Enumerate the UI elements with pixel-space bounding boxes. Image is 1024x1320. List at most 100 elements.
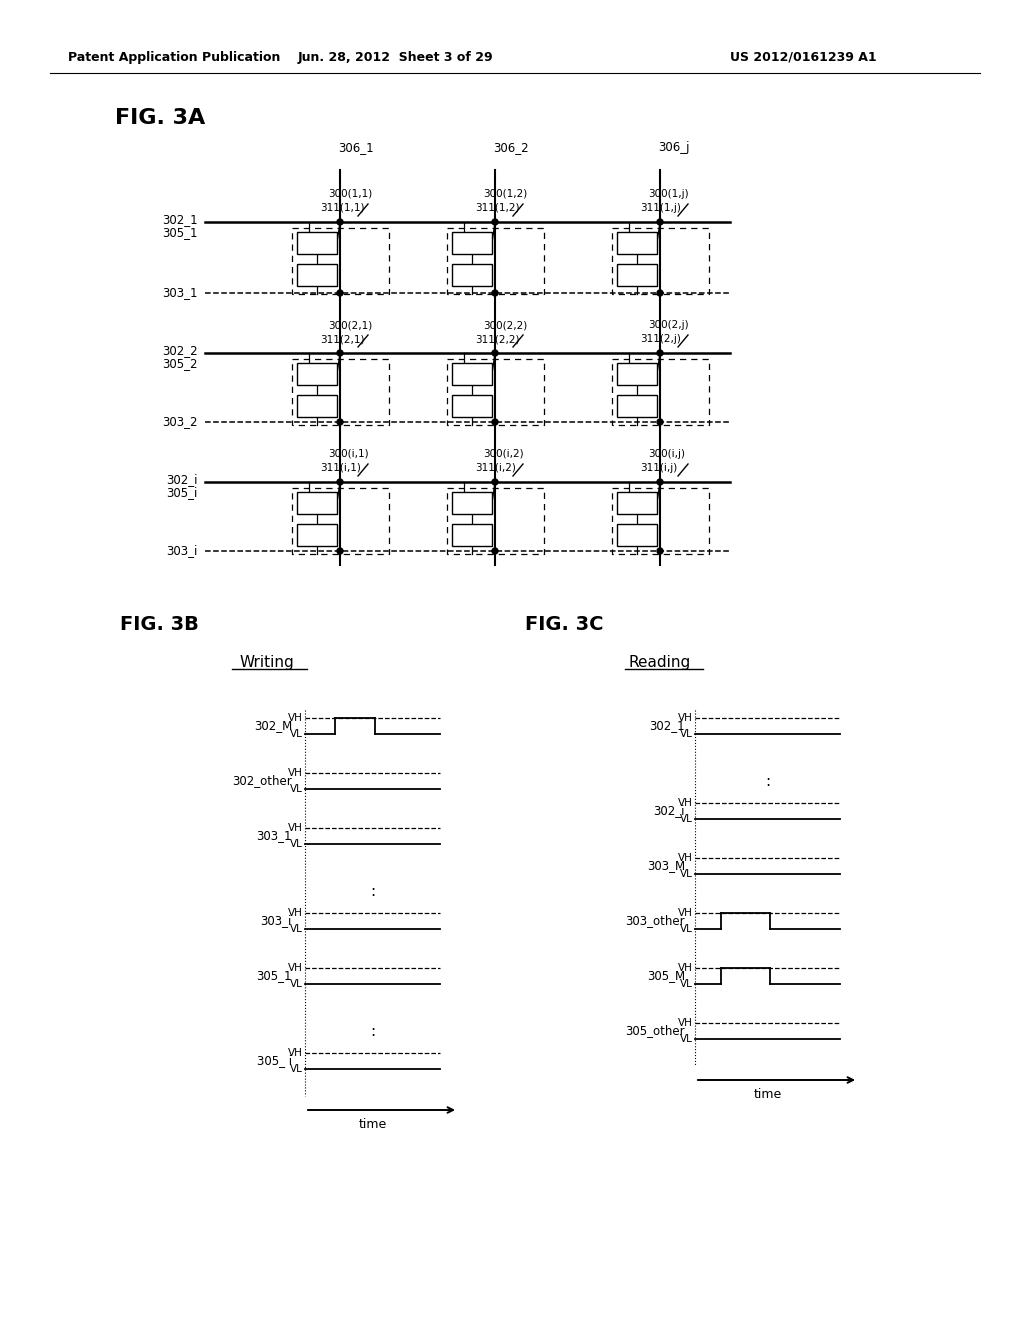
Circle shape <box>492 290 498 296</box>
Text: 311(1,1): 311(1,1) <box>319 203 365 213</box>
Circle shape <box>657 548 663 554</box>
Text: VL: VL <box>290 729 303 739</box>
Text: VL: VL <box>290 924 303 935</box>
Circle shape <box>337 479 343 484</box>
Text: VL: VL <box>290 1064 303 1074</box>
Text: 303_M: 303_M <box>647 859 685 873</box>
Text: VH: VH <box>678 964 693 973</box>
Text: 300(i,1): 300(i,1) <box>328 449 369 459</box>
Text: 311(i,2): 311(i,2) <box>475 463 516 473</box>
Text: time: time <box>358 1118 387 1130</box>
Text: 305_M: 305_M <box>647 969 685 982</box>
Text: 305_2: 305_2 <box>163 358 198 371</box>
Circle shape <box>492 219 498 224</box>
Text: 300(2,1): 300(2,1) <box>328 319 373 330</box>
Circle shape <box>492 479 498 484</box>
Bar <box>452 492 492 513</box>
Bar <box>297 492 337 513</box>
Text: 300(1,j): 300(1,j) <box>648 189 688 199</box>
Text: US 2012/0161239 A1: US 2012/0161239 A1 <box>730 50 877 63</box>
Circle shape <box>492 350 498 356</box>
Text: 311(i,1): 311(i,1) <box>319 463 360 473</box>
Text: 300(2,j): 300(2,j) <box>648 319 688 330</box>
Bar <box>617 524 657 546</box>
Bar <box>452 232 492 253</box>
Bar <box>297 524 337 546</box>
Text: 313(2,j): 313(2,j) <box>618 370 655 379</box>
Bar <box>297 232 337 253</box>
Text: Writing: Writing <box>240 655 294 669</box>
Text: 311(2,j): 311(2,j) <box>640 334 681 345</box>
Circle shape <box>657 290 663 296</box>
Circle shape <box>492 548 498 554</box>
Bar <box>617 492 657 513</box>
Circle shape <box>337 418 343 425</box>
Bar <box>617 363 657 385</box>
Text: 306_1: 306_1 <box>338 141 374 154</box>
Text: 313(i,1): 313(i,1) <box>298 499 336 507</box>
Text: 303_i: 303_i <box>261 915 292 928</box>
Circle shape <box>657 350 663 356</box>
Text: VH: VH <box>678 908 693 917</box>
Text: 311(1,j): 311(1,j) <box>640 203 681 213</box>
Bar <box>297 264 337 286</box>
Bar <box>447 228 544 294</box>
Text: VH: VH <box>288 822 303 833</box>
Text: VH: VH <box>678 799 693 808</box>
Text: Reading: Reading <box>629 655 691 669</box>
Text: 312(1,j): 312(1,j) <box>618 271 655 280</box>
Text: 300(2,2): 300(2,2) <box>483 319 527 330</box>
Text: 312(1,1): 312(1,1) <box>297 271 337 280</box>
Text: 311(i,j): 311(i,j) <box>640 463 677 473</box>
Bar <box>452 395 492 417</box>
Text: VH: VH <box>678 853 693 863</box>
Text: VL: VL <box>290 979 303 989</box>
Bar <box>612 228 709 294</box>
Text: 311(2,2): 311(2,2) <box>475 334 519 345</box>
Text: VL: VL <box>680 979 693 989</box>
Text: 302_2: 302_2 <box>163 345 198 358</box>
Text: 300(i,j): 300(i,j) <box>648 449 685 459</box>
Circle shape <box>337 219 343 224</box>
Bar <box>292 359 389 425</box>
Text: 313(2,2): 313(2,2) <box>452 370 493 379</box>
Text: VH: VH <box>288 964 303 973</box>
Text: 302_other: 302_other <box>232 775 292 788</box>
Text: VL: VL <box>290 840 303 849</box>
Text: :: : <box>765 774 770 788</box>
Bar <box>452 264 492 286</box>
Text: VH: VH <box>288 768 303 777</box>
Bar <box>617 264 657 286</box>
Text: VL: VL <box>680 1034 693 1044</box>
Bar <box>292 228 389 294</box>
Text: 303_1: 303_1 <box>256 829 292 842</box>
Text: 305_1: 305_1 <box>256 969 292 982</box>
Text: :: : <box>370 883 375 899</box>
Text: 311(2,1): 311(2,1) <box>319 334 365 345</box>
Text: 302_i: 302_i <box>167 474 198 487</box>
Text: 302_M: 302_M <box>254 719 292 733</box>
Text: 313(2,1): 313(2,1) <box>297 370 337 379</box>
Text: VH: VH <box>288 713 303 723</box>
Bar <box>447 359 544 425</box>
Text: 300(i,2): 300(i,2) <box>483 449 523 459</box>
Text: 300(1,2): 300(1,2) <box>483 189 527 199</box>
Text: VL: VL <box>290 784 303 795</box>
Text: Jun. 28, 2012  Sheet 3 of 29: Jun. 28, 2012 Sheet 3 of 29 <box>297 50 493 63</box>
Circle shape <box>337 290 343 296</box>
Bar <box>297 395 337 417</box>
Text: 306_2: 306_2 <box>493 141 528 154</box>
Text: VH: VH <box>678 713 693 723</box>
Text: 305_other: 305_other <box>626 1024 685 1038</box>
Text: 312(i,2): 312(i,2) <box>454 531 490 540</box>
Text: 305_ i: 305_ i <box>257 1055 292 1068</box>
Text: VL: VL <box>680 729 693 739</box>
Text: 303_other: 303_other <box>626 915 685 928</box>
Text: 302_1: 302_1 <box>649 719 685 733</box>
Circle shape <box>492 418 498 425</box>
Text: 313(1,j): 313(1,j) <box>618 239 655 248</box>
Text: 302_1: 302_1 <box>163 214 198 227</box>
Text: 303_i: 303_i <box>167 544 198 557</box>
Circle shape <box>337 350 343 356</box>
Bar <box>447 488 544 554</box>
